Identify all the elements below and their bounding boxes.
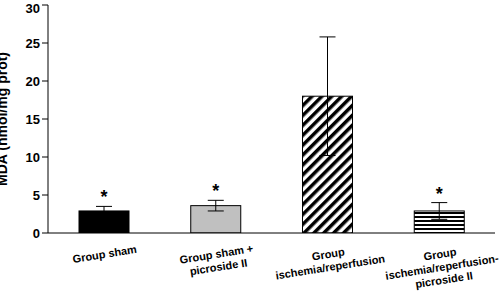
svg-text:0: 0 [33,226,40,241]
svg-text:Group sham +: Group sham + [178,242,254,266]
svg-text:MDA (nmol/mg prot): MDA (nmol/mg prot) [8,52,10,186]
svg-text:20: 20 [26,74,40,89]
svg-text:picroside II: picroside II [189,256,248,277]
svg-text:5: 5 [33,188,40,203]
svg-text:Group sham: Group sham [72,243,138,265]
svg-text:*: * [212,181,219,201]
svg-text:10: 10 [26,150,40,165]
svg-text:30: 30 [26,1,40,16]
svg-text:*: * [100,187,107,207]
svg-text:Group: Group [310,245,346,263]
svg-text:*: * [436,184,443,204]
svg-text:25: 25 [26,36,40,51]
svg-text:picroside II: picroside II [414,269,473,290]
svg-text:Group: Group [422,245,458,263]
svg-text:15: 15 [26,112,40,127]
svg-text:ischemia/reperfusion: ischemia/reperfusion [275,252,386,281]
